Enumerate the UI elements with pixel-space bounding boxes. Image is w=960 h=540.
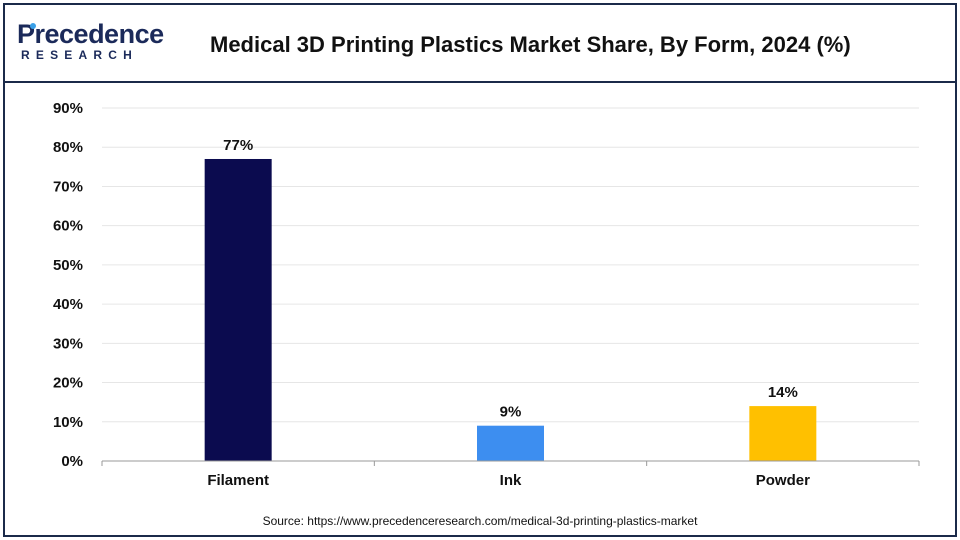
logo-subtitle: RESEARCH (21, 48, 138, 62)
y-tick-label: 90% (53, 100, 83, 117)
y-tick-label: 10% (53, 414, 83, 431)
y-tick-label: 70% (53, 178, 83, 195)
data-label-filament: 77% (223, 137, 253, 154)
y-tick-label: 60% (53, 218, 83, 235)
bar-powder (749, 406, 817, 461)
x-tick-label-powder: Powder (756, 472, 810, 489)
header: Precedence RESEARCH Medical 3D Printing … (5, 5, 955, 83)
bars (204, 158, 817, 461)
chart-frame: Precedence RESEARCH Medical 3D Printing … (3, 3, 957, 537)
y-tick-label: 0% (61, 453, 83, 470)
y-tick-label: 30% (53, 335, 83, 352)
y-tick-label: 80% (53, 139, 83, 156)
logo-dot-icon (30, 23, 36, 29)
x-axis-ticks: Filament Ink Powder (101, 461, 920, 489)
y-tick-label: 40% (53, 296, 83, 313)
bar-ink (477, 425, 544, 461)
y-tick-label: 50% (53, 257, 83, 274)
x-tick-label-filament: Filament (207, 472, 269, 489)
chart-title: Medical 3D Printing Plastics Market Shar… (210, 32, 851, 57)
brand-logo: Precedence RESEARCH (17, 19, 167, 69)
bar-chart: 0% 10% 20% 30% 40% 50% 60% 70% 80% 90% 77% 9% 14% F… (53, 100, 920, 489)
logo-wordmark: Precedence (17, 19, 164, 49)
y-axis-ticks: 0% 10% 20% 30% 40% 50% 60% 70% 80% 90% (53, 100, 83, 470)
x-tick-label-ink: Ink (500, 472, 522, 489)
data-label-powder: 14% (768, 384, 798, 401)
data-labels: 77% 9% 14% (223, 137, 798, 421)
bar-filament (204, 158, 272, 461)
source-note: Source: https://www.precedenceresearch.c… (262, 514, 698, 528)
data-label-ink: 9% (500, 404, 522, 421)
y-tick-label: 20% (53, 375, 83, 392)
